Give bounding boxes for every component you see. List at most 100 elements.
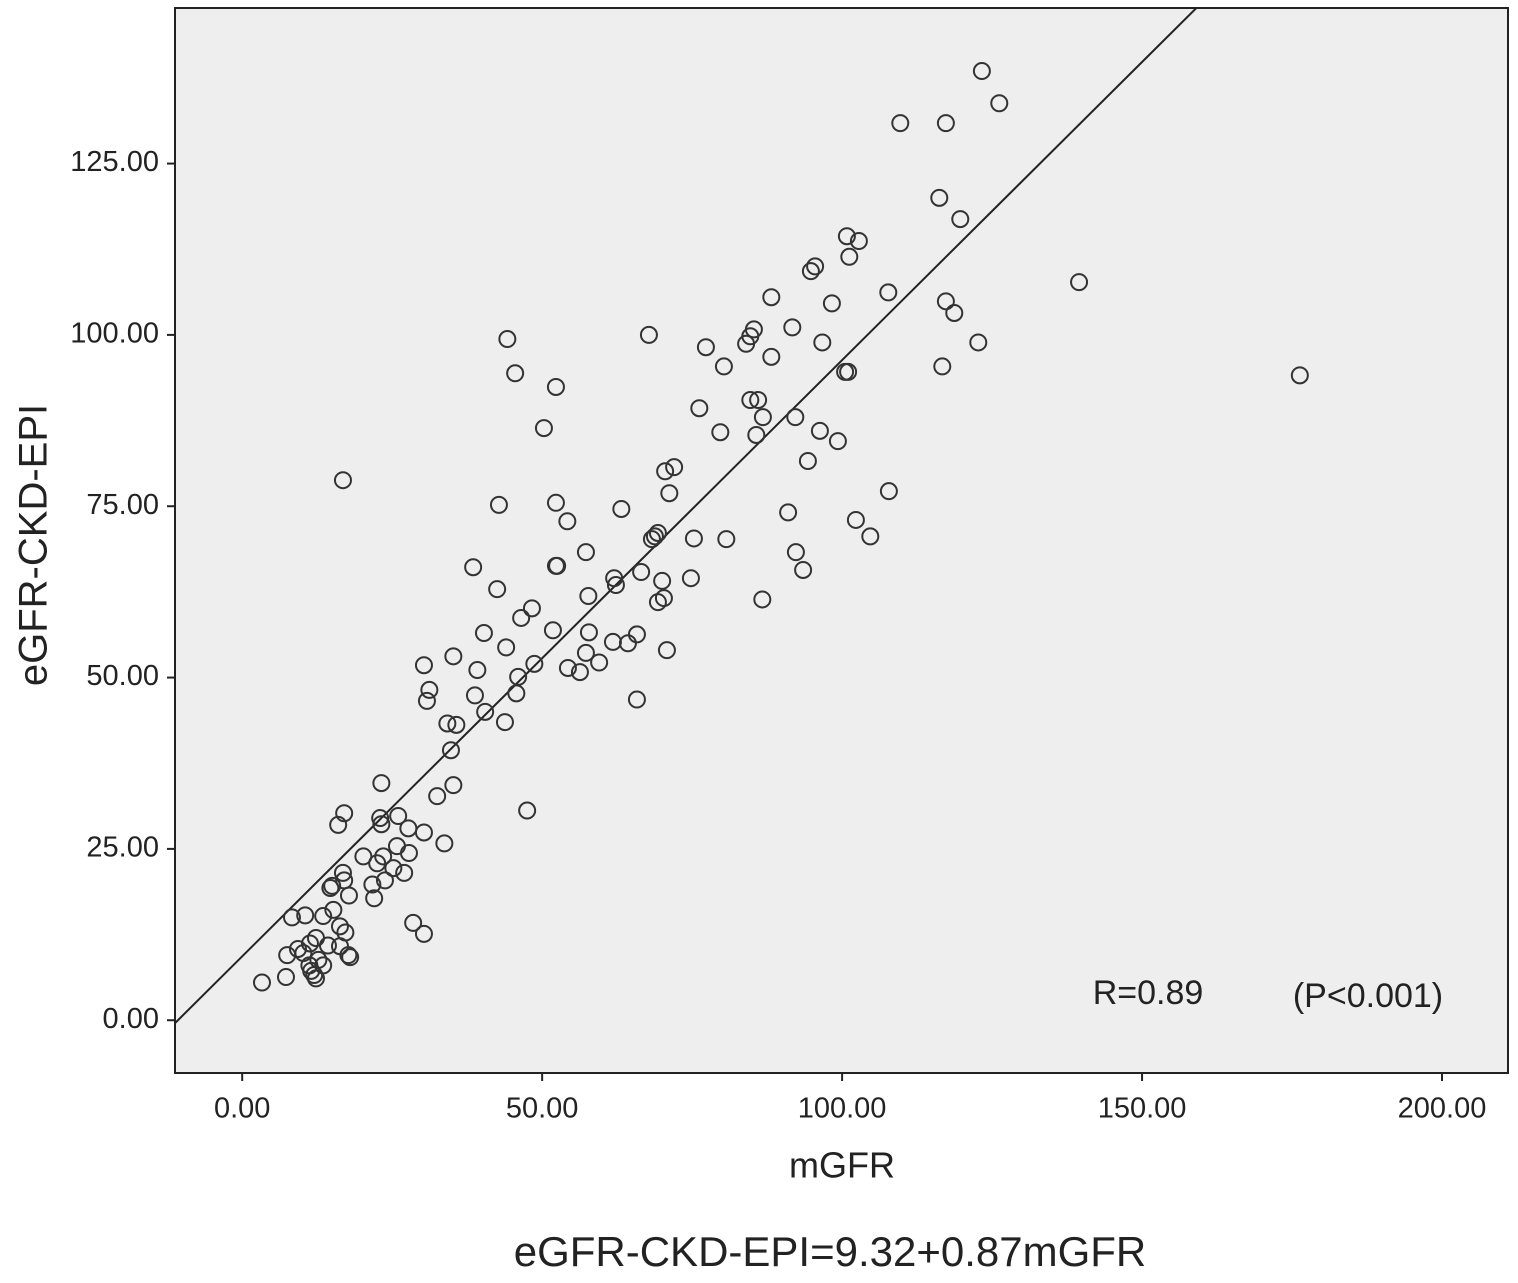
point [399, 844, 418, 863]
point [972, 62, 991, 81]
point [497, 638, 516, 657]
point [464, 558, 483, 577]
point [329, 815, 348, 834]
annotation: R=0.89 [1093, 974, 1204, 1012]
point [762, 347, 781, 366]
point [404, 913, 423, 932]
point [660, 484, 679, 503]
point [891, 114, 910, 133]
x-axis-label: mGFR [789, 1145, 895, 1186]
point [522, 599, 541, 618]
x-tick-label: 200.00 [1398, 1093, 1487, 1125]
point [681, 569, 700, 588]
point [288, 939, 307, 958]
x-tick-label: 0.00 [214, 1093, 270, 1125]
point [558, 658, 577, 677]
point [300, 934, 319, 953]
point [333, 471, 352, 490]
x-tick-label: 150.00 [1098, 1093, 1187, 1125]
point [618, 634, 637, 653]
point [441, 741, 460, 760]
point [543, 621, 562, 640]
point [417, 691, 436, 710]
point [384, 859, 403, 878]
y-axis-label: eGFR-CKD-EPI [12, 404, 56, 686]
point [749, 391, 768, 410]
y-tick-label: 100.00 [70, 318, 159, 350]
point [375, 871, 394, 890]
point [879, 283, 898, 302]
point [296, 906, 315, 925]
point [840, 247, 859, 266]
point [762, 288, 781, 307]
point [323, 876, 342, 895]
point [414, 924, 433, 943]
point [951, 210, 970, 229]
point [606, 576, 625, 595]
point [711, 423, 730, 442]
point [278, 946, 297, 965]
point [318, 936, 337, 955]
point [576, 543, 595, 562]
point [801, 262, 820, 281]
point [741, 391, 760, 410]
point [837, 227, 856, 246]
point [590, 653, 609, 672]
point [714, 357, 733, 376]
point [798, 452, 817, 471]
point [846, 510, 865, 529]
point [1290, 366, 1309, 385]
point [314, 907, 333, 926]
caption: eGFR-CKD-EPI=9.32+0.87mGFR [514, 1228, 1147, 1275]
point [252, 973, 271, 992]
point [828, 432, 847, 451]
point [518, 801, 537, 820]
point [648, 593, 667, 612]
point [783, 318, 802, 337]
point [548, 556, 567, 575]
y-tick-label: 125.00 [70, 146, 159, 178]
point [653, 571, 672, 590]
y-tick-label: 0.00 [103, 1003, 159, 1035]
point [579, 623, 598, 642]
point [794, 560, 813, 579]
point [488, 580, 507, 599]
point [753, 408, 772, 427]
point [435, 834, 454, 853]
point [786, 408, 805, 427]
point [930, 188, 949, 207]
point [468, 661, 487, 680]
point [414, 823, 433, 842]
x-tick-label: 100.00 [798, 1093, 887, 1125]
point [339, 946, 358, 965]
point [665, 458, 684, 477]
point [476, 702, 495, 721]
point [330, 917, 349, 936]
x-tick-label: 50.00 [506, 1093, 579, 1125]
plot-area [174, 7, 1509, 1074]
point [474, 624, 493, 643]
point [495, 713, 514, 732]
point [525, 654, 544, 673]
point [690, 399, 709, 418]
point [371, 809, 390, 828]
point [1070, 273, 1089, 292]
point [368, 854, 387, 873]
point [879, 482, 898, 501]
point [639, 325, 658, 344]
point [341, 948, 360, 967]
point [936, 114, 955, 133]
point [324, 900, 343, 919]
point [333, 863, 352, 882]
point [822, 294, 841, 313]
point [684, 529, 703, 548]
point [498, 330, 517, 349]
point [656, 462, 675, 481]
point [717, 530, 736, 549]
point [282, 908, 301, 927]
point [365, 889, 384, 908]
point [753, 590, 772, 609]
point [444, 776, 463, 795]
